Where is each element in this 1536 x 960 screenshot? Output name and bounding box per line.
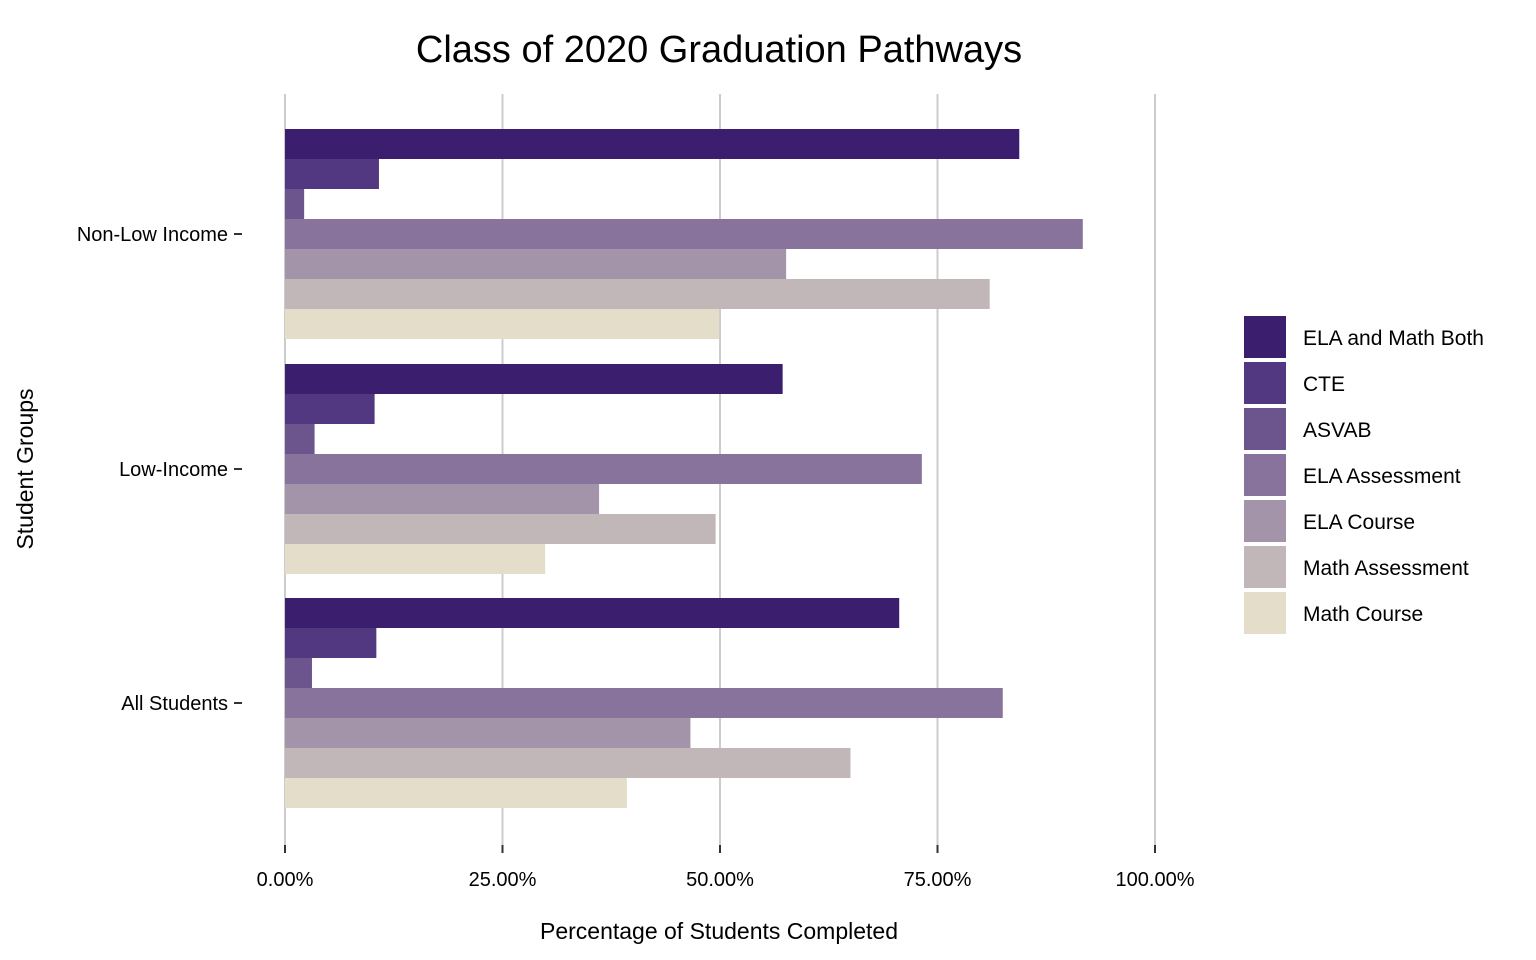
bar — [285, 394, 375, 424]
legend-label: CTE — [1303, 373, 1345, 396]
legend-label: ELA and Math Both — [1303, 327, 1484, 350]
bar — [285, 219, 1083, 249]
legend-label: ASVAB — [1303, 419, 1371, 442]
legend-swatch — [1244, 408, 1286, 450]
legend-swatch — [1244, 500, 1286, 542]
bar — [285, 159, 379, 189]
bar — [285, 454, 922, 484]
legend-label: ELA Assessment — [1303, 465, 1461, 488]
legend-swatch — [1244, 546, 1286, 588]
x-tick-label: 100.00% — [1116, 869, 1195, 891]
x-axis: 0.00% 25.00% 50.00% 75.00% 100.00% — [257, 845, 1195, 891]
legend-swatch — [1244, 316, 1286, 358]
bar — [285, 484, 600, 514]
bar — [285, 279, 990, 309]
legend-swatch — [1244, 454, 1286, 496]
x-tick-label: 50.00% — [686, 869, 754, 891]
chart-title: Class of 2020 Graduation Pathways — [416, 29, 1022, 71]
legend-swatch — [1244, 362, 1286, 404]
legend-label: ELA Course — [1303, 511, 1415, 534]
legend-label: Math Course — [1303, 603, 1423, 626]
legend-swatch — [1244, 592, 1286, 634]
bar — [285, 249, 787, 279]
x-tick-label: 75.00% — [904, 869, 972, 891]
bar — [285, 718, 691, 748]
x-tick-label: 25.00% — [469, 869, 537, 891]
bar — [285, 778, 627, 808]
y-tick-label: Non-Low Income — [77, 224, 228, 246]
legend-label: Math Assessment — [1303, 557, 1469, 580]
bar — [285, 658, 312, 688]
y-axis: Non-Low Income Low-Income All Students — [77, 224, 242, 715]
bar — [285, 309, 720, 339]
bar — [285, 688, 1003, 718]
bar — [285, 748, 851, 778]
bar — [285, 628, 377, 658]
x-tick-label: 0.00% — [257, 869, 314, 891]
bar — [285, 129, 1020, 159]
y-axis-title: Student Groups — [12, 388, 38, 549]
bar — [285, 544, 546, 574]
bar — [285, 598, 900, 628]
y-tick-label: All Students — [121, 693, 228, 715]
bar — [285, 189, 305, 219]
x-axis-title: Percentage of Students Completed — [540, 918, 898, 944]
bar — [285, 364, 783, 394]
bars — [285, 129, 1083, 808]
y-tick-label: Low-Income — [119, 459, 228, 481]
legend: ELA and Math Both CTE ASVAB ELA Assessment E… — [1244, 316, 1484, 634]
bar — [285, 424, 315, 454]
bar — [285, 514, 716, 544]
